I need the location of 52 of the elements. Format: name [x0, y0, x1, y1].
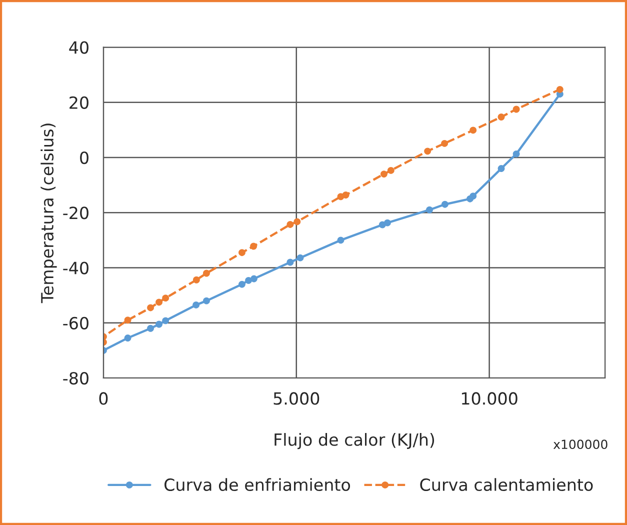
point — [384, 219, 391, 226]
point — [286, 221, 294, 228]
point — [342, 192, 350, 198]
point — [387, 166, 394, 174]
legend-label: Curva de enfriamiento — [164, 478, 350, 492]
text: x100000 — [553, 440, 608, 450]
point — [556, 86, 564, 93]
point — [156, 298, 162, 306]
point — [441, 200, 448, 208]
x-tick-label: 0 — [99, 392, 108, 405]
y-tick-label: -40 — [63, 262, 88, 274]
x-tick-label: 5.000 — [274, 392, 320, 405]
x-axis-title: Flujo de calor (KJ/h) — [274, 433, 434, 450]
point — [162, 294, 170, 302]
point — [470, 192, 477, 200]
y-axis-title: Temperatura (celsius) — [40, 124, 57, 304]
y-tick-label: -80 — [63, 372, 88, 385]
point — [296, 254, 304, 262]
point — [424, 148, 432, 155]
point — [286, 258, 294, 266]
point — [426, 206, 433, 214]
point — [250, 242, 258, 250]
point — [238, 249, 246, 256]
point — [245, 276, 252, 284]
point — [498, 165, 505, 172]
point — [512, 106, 520, 113]
point — [512, 150, 520, 158]
point — [203, 297, 210, 304]
point — [294, 218, 301, 226]
y-tick-label: 20 — [70, 96, 88, 109]
y-tick-label: -60 — [63, 316, 88, 330]
point — [470, 126, 477, 134]
y-tick-label: -20 — [63, 206, 88, 220]
x-tick-label: 10.000 — [462, 392, 518, 405]
point — [147, 324, 154, 332]
point — [337, 236, 344, 244]
point — [192, 276, 200, 284]
legend-label: Curva calentamiento — [420, 478, 593, 492]
point — [156, 320, 162, 328]
point — [124, 334, 132, 342]
point — [192, 301, 200, 308]
point — [441, 140, 448, 147]
point — [238, 280, 246, 288]
y-tick-label: 0 — [80, 151, 88, 164]
point — [147, 304, 154, 312]
point — [162, 317, 170, 324]
point — [250, 275, 258, 282]
point — [124, 316, 132, 324]
point — [380, 170, 388, 178]
point — [498, 114, 505, 120]
point — [203, 270, 210, 277]
y-tick-label: 40 — [69, 41, 88, 54]
